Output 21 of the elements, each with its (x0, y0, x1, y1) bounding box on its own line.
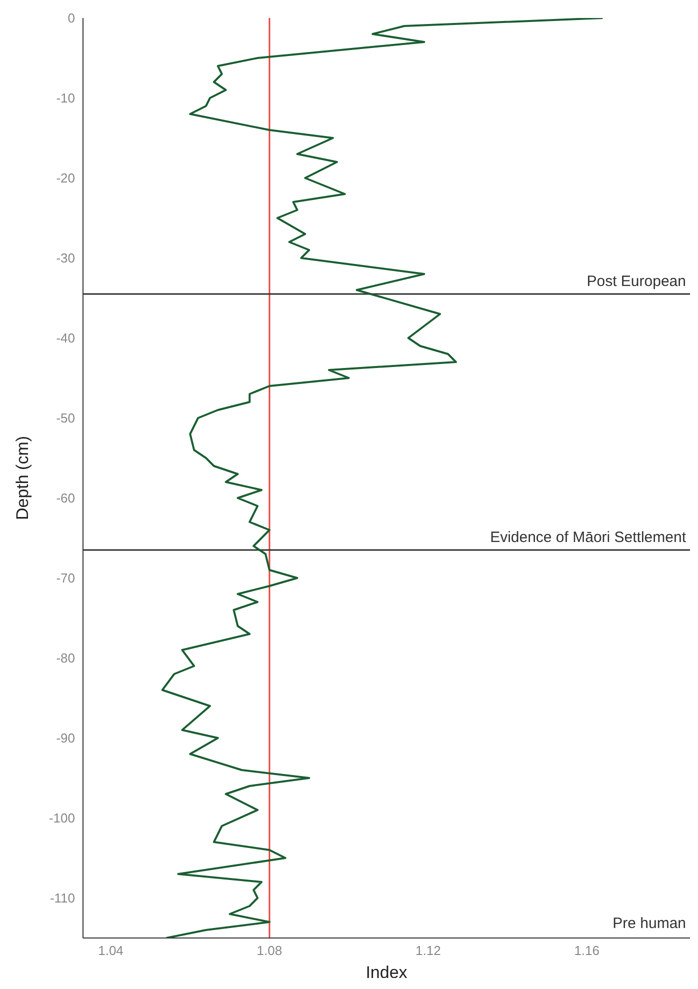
y-tick-label: -10 (56, 90, 75, 106)
y-tick-label: -80 (56, 650, 75, 666)
x-tick-label: 1.12 (416, 943, 441, 958)
x-tick-label: 1.16 (574, 943, 600, 958)
x-axis-title: Index (366, 963, 408, 982)
y-tick-label: -100 (48, 810, 75, 826)
x-tick-label: 1.08 (256, 943, 282, 958)
y-axis-title: Depth (cm) (13, 436, 32, 520)
y-tick-label: 0 (68, 10, 75, 26)
y-tick-label: -90 (56, 730, 75, 746)
y-tick-label: -110 (50, 890, 75, 906)
y-tick-label: -70 (56, 570, 75, 586)
ref-line-label: Evidence of Māori Settlement (490, 529, 687, 546)
y-tick-label: -20 (56, 170, 75, 186)
y-tick-label: -30 (56, 250, 75, 266)
ref-line-label: Post European (586, 273, 686, 290)
x-tick-label: 1.04 (98, 943, 124, 958)
y-tick-label: -60 (56, 490, 75, 506)
y-tick-label: -50 (56, 410, 75, 426)
annotation: Pre human (612, 915, 686, 932)
y-tick-label: -40 (56, 330, 75, 346)
